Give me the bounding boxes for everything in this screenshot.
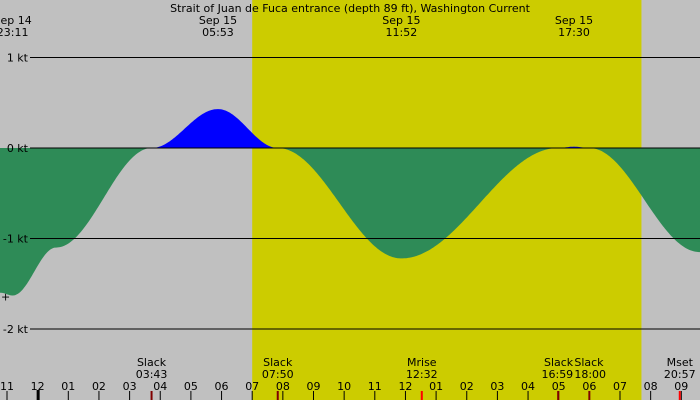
hour-tick-label: 10 bbox=[337, 380, 351, 393]
chart-title: Strait of Juan de Fuca entrance (depth 8… bbox=[170, 2, 530, 15]
ebb-area-2 bbox=[278, 148, 558, 259]
hour-tick-label: 07 bbox=[245, 380, 259, 393]
hour-tick-label: 04 bbox=[521, 380, 535, 393]
event-label: Slack bbox=[544, 356, 574, 369]
top-date-label: Sep 14 bbox=[0, 14, 32, 27]
hour-tick-label: 03 bbox=[490, 380, 504, 393]
label-layer: Strait of Juan de Fuca entrance (depth 8… bbox=[0, 2, 696, 393]
hour-tick-label: 04 bbox=[153, 380, 167, 393]
hour-tick-label: 02 bbox=[460, 380, 474, 393]
hour-tick-label: 11 bbox=[368, 380, 382, 393]
y-tick-label: 1 kt bbox=[7, 52, 29, 65]
event-time: 20:57 bbox=[664, 368, 696, 381]
top-date-label: Sep 15 bbox=[199, 14, 237, 27]
event-label: Mset bbox=[667, 356, 694, 369]
hour-tick-label: 09 bbox=[674, 380, 688, 393]
hour-tick-label: 06 bbox=[215, 380, 229, 393]
top-time-label: 17:30 bbox=[558, 26, 590, 39]
hour-tick-label: 03 bbox=[123, 380, 137, 393]
event-label: Slack bbox=[263, 356, 293, 369]
ebb-area-4 bbox=[590, 148, 700, 253]
hour-tick-label: 08 bbox=[644, 380, 658, 393]
gridline-layer bbox=[6, 57, 700, 400]
event-label: Slack bbox=[137, 356, 167, 369]
top-time-label: 11:52 bbox=[386, 26, 418, 39]
hour-tick-label: 02 bbox=[92, 380, 106, 393]
min-marker: + bbox=[1, 291, 10, 304]
y-tick-label: -1 kt bbox=[3, 233, 29, 246]
hour-tick-label: 06 bbox=[582, 380, 596, 393]
hour-tick-label: 05 bbox=[184, 380, 198, 393]
event-label: Slack bbox=[574, 356, 604, 369]
hour-tick-label: 01 bbox=[61, 380, 75, 393]
hour-tick-label: 11 bbox=[0, 380, 14, 393]
current-area-layer bbox=[0, 109, 700, 296]
hour-tick-label: 09 bbox=[307, 380, 321, 393]
y-tick-label: -2 kt bbox=[3, 323, 29, 336]
event-time: 16:59 bbox=[541, 368, 573, 381]
event-time: 12:32 bbox=[406, 368, 438, 381]
hour-tick-label: 01 bbox=[429, 380, 443, 393]
top-time-label: 05:53 bbox=[202, 26, 234, 39]
hour-tick-label: 07 bbox=[613, 380, 627, 393]
hour-tick-label: 08 bbox=[276, 380, 290, 393]
hour-tick-label: 12 bbox=[31, 380, 45, 393]
event-time: 03:43 bbox=[136, 368, 168, 381]
top-time-label: 23:11 bbox=[0, 26, 28, 39]
midnight-marker bbox=[36, 390, 40, 400]
top-date-label: Sep 15 bbox=[555, 14, 593, 27]
event-time: 18:00 bbox=[574, 368, 606, 381]
ebb-area-0 bbox=[0, 148, 151, 296]
top-date-label: Sep 15 bbox=[382, 14, 420, 27]
flood-area-1 bbox=[152, 109, 277, 148]
event-time: 07:50 bbox=[262, 368, 294, 381]
hour-tick-label: 05 bbox=[552, 380, 566, 393]
y-tick-label: 0 kt bbox=[7, 142, 29, 155]
hour-tick-label: 12 bbox=[398, 380, 412, 393]
event-label: Mrise bbox=[407, 356, 437, 369]
